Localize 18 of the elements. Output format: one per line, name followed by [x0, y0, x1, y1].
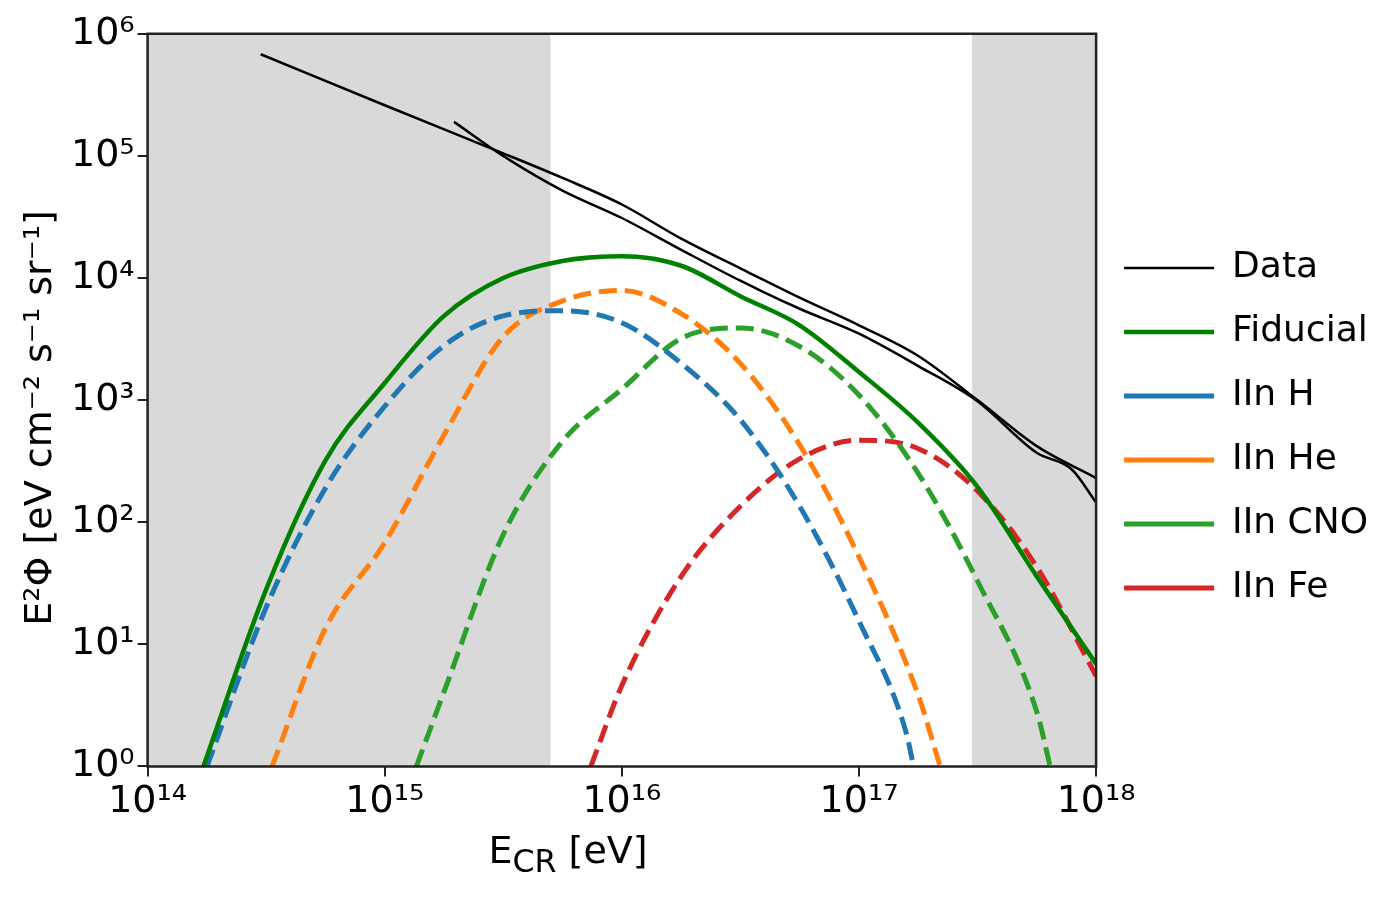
y-tick-label: 10⁶ — [70, 8, 135, 53]
legend-label: Fiducial — [1232, 308, 1368, 350]
legend-label: IIn H — [1232, 372, 1315, 414]
x-tick-label: 10¹⁶ — [582, 777, 662, 822]
x-tick-label: 10¹⁵ — [345, 777, 425, 822]
y-tick-label: 10⁴ — [70, 252, 135, 297]
y-tick-label: 10¹ — [70, 619, 135, 664]
y-tick-label: 10³ — [70, 374, 135, 419]
legend-label: IIn CNO — [1232, 500, 1369, 542]
x-tick-label: 10¹⁸ — [1056, 777, 1136, 822]
y-tick-label: 10² — [70, 497, 135, 542]
y-tick-label: 10⁵ — [70, 130, 135, 175]
legend-label: Data — [1232, 244, 1319, 286]
x-axis-title: E$_{CR}$ [eV] — [487, 828, 649, 879]
legend-label: IIn Fe — [1232, 564, 1329, 606]
legend-label: IIn He — [1232, 436, 1337, 478]
y-axis-title: E²Φ [eV cm⁻² s⁻¹ sr⁻¹] — [16, 210, 60, 626]
x-tick-label: 10¹⁷ — [819, 777, 899, 822]
